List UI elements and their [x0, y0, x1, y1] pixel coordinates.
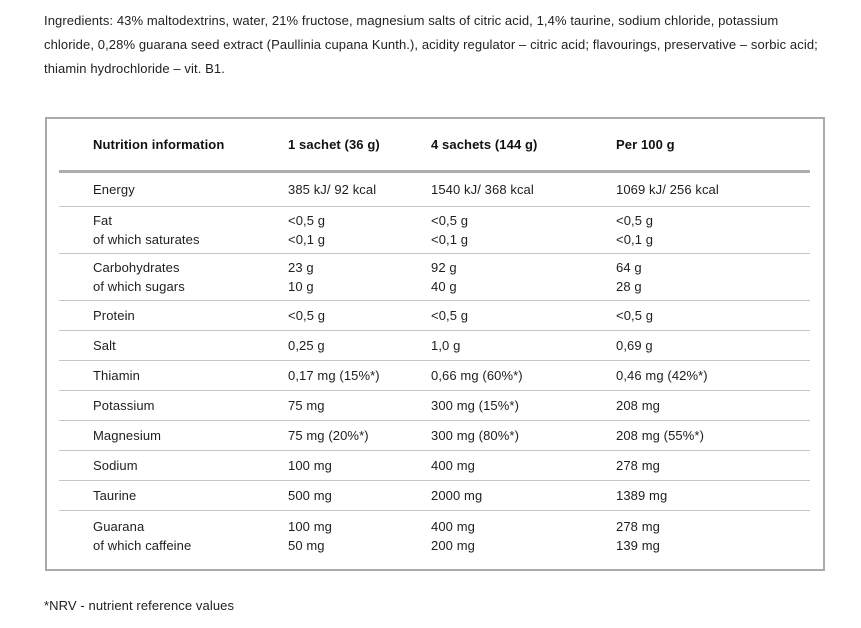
nutrient-name-cell: Taurine [93, 488, 137, 503]
value-cell: 278 mg [616, 458, 660, 473]
nutrient-name-cell: Energy [93, 182, 135, 197]
value-cell: 385 kJ/ 92 kcal [288, 182, 377, 197]
value-cell: 75 mg [288, 398, 325, 413]
value-cell: 0,66 mg (60%*) [431, 368, 523, 383]
table-row-taurine: Taurine 500 mg 2000 mg 1389 mg [59, 481, 810, 511]
value-cell: 23 g 10 g [288, 260, 314, 294]
value-cell: 100 mg 50 mg [288, 519, 332, 553]
header-cell-1-sachet: 1 sachet (36 g) [288, 137, 380, 152]
table-header-row: Nutrition information 1 sachet (36 g) 4 … [59, 119, 810, 173]
value-cell: 1540 kJ/ 368 kcal [431, 182, 534, 197]
value-cell: 0,25 g [288, 338, 325, 353]
nutrient-name-cell: Salt [93, 338, 116, 353]
value-cell: 300 mg (15%*) [431, 398, 520, 413]
table-row-protein: Protein <0,5 g <0,5 g <0,5 g [59, 301, 810, 331]
table-row-thiamin: Thiamin 0,17 mg (15%*) 0,66 mg (60%*) 0,… [59, 361, 810, 391]
nutrient-name-cell: Guarana of which caffeine [93, 519, 192, 553]
header-cell-4-sachets: 4 sachets (144 g) [431, 137, 538, 152]
value-cell: 1389 mg [616, 488, 668, 503]
value-cell: 208 mg (55%*) [616, 428, 705, 443]
value-cell: <0,5 g <0,1 g [431, 213, 469, 247]
value-cell: <0,5 g [431, 308, 469, 323]
value-cell: <0,5 g <0,1 g [616, 213, 654, 247]
value-cell: 500 mg [288, 488, 332, 503]
value-cell: 0,46 mg (42%*) [616, 368, 708, 383]
nutrient-name-cell: Sodium [93, 458, 138, 473]
header-cell-per-100g: Per 100 g [616, 137, 675, 152]
nutrient-name-cell: Carbohydrates of which sugars [93, 260, 185, 294]
value-cell: 75 mg (20%*) [288, 428, 369, 443]
table-row-magnesium: Magnesium 75 mg (20%*) 300 mg (80%*) 208… [59, 421, 810, 451]
nutrition-table: Nutrition information 1 sachet (36 g) 4 … [45, 117, 825, 571]
table-row-carbohydrates: Carbohydrates of which sugars 23 g 10 g 92… [59, 254, 810, 301]
value-cell: <0,5 g <0,1 g [288, 213, 326, 247]
table-row-fat: Fat of which saturates <0,5 g <0,1 g <0,5 … [59, 207, 810, 254]
value-cell: 0,69 g [616, 338, 653, 353]
value-cell: 2000 mg [431, 488, 483, 503]
table-row-salt: Salt 0,25 g 1,0 g 0,69 g [59, 331, 810, 361]
header-cell-nutrition-information: Nutrition information [93, 137, 225, 152]
nutrient-name-cell: Potassium [93, 398, 155, 413]
value-cell: 92 g 40 g [431, 260, 457, 294]
value-cell: <0,5 g [616, 308, 654, 323]
value-cell: 278 mg 139 mg [616, 519, 660, 553]
value-cell: 1069 kJ/ 256 kcal [616, 182, 719, 197]
nutrient-name-cell: Thiamin [93, 368, 140, 383]
value-cell: 1,0 g [431, 338, 461, 353]
value-cell: 400 mg 200 mg [431, 519, 475, 553]
nrv-footnote: *NRV - nutrient reference values [44, 598, 235, 613]
nutrient-name-cell: Fat of which saturates [93, 213, 200, 247]
ingredients-text: Ingredients: 43% maltodextrins, water, 2… [44, 13, 818, 76]
table-row-potassium: Potassium 75 mg 300 mg (15%*) 208 mg [59, 391, 810, 421]
value-cell: 400 mg [431, 458, 475, 473]
table-row-sodium: Sodium 100 mg 400 mg 278 mg [59, 451, 810, 481]
value-cell: 208 mg [616, 398, 660, 413]
value-cell: <0,5 g [288, 308, 326, 323]
nutrient-name-cell: Protein [93, 308, 135, 323]
nutrient-name-cell: Magnesium [93, 428, 162, 443]
table-row-guarana: Guarana of which caffeine 100 mg 50 mg 400… [59, 511, 810, 569]
value-cell: 300 mg (80%*) [431, 428, 520, 443]
table-row-energy: Energy 385 kJ/ 92 kcal 1540 kJ/ 368 kcal… [59, 173, 810, 207]
value-cell: 100 mg [288, 458, 332, 473]
value-cell: 0,17 mg (15%*) [288, 368, 380, 383]
value-cell: 64 g 28 g [616, 260, 642, 294]
